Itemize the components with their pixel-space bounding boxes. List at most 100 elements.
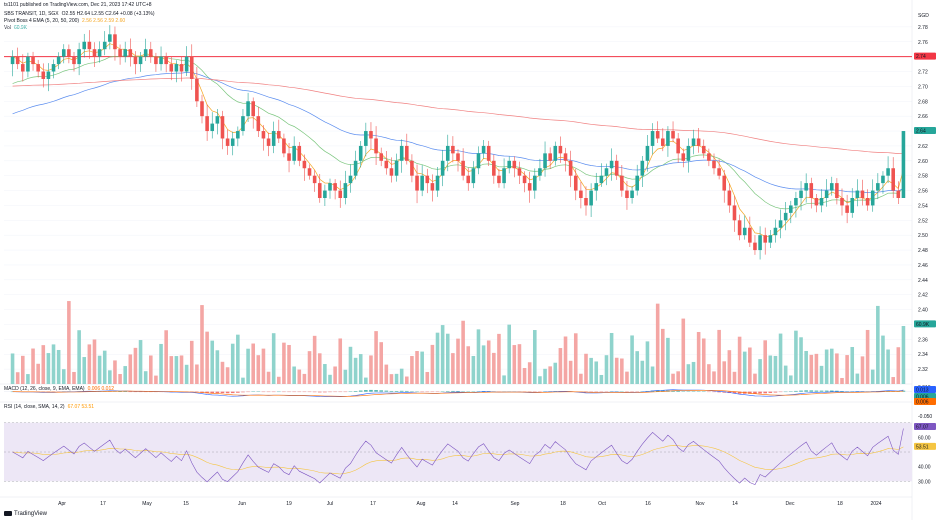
candle-body (594, 183, 599, 191)
volume-bar (850, 347, 855, 384)
volume-bars (10, 301, 906, 384)
candle-body (410, 160, 414, 176)
time-tick-label: 14 (452, 501, 458, 507)
candle-body (317, 183, 322, 198)
volume-bar (77, 330, 81, 384)
candle-body (712, 160, 716, 169)
volume-bar (143, 371, 148, 384)
volume-bar (840, 377, 844, 384)
volume-bar (886, 349, 890, 384)
volume-bar (486, 340, 491, 384)
volume-bar (307, 351, 312, 384)
candle-body (425, 175, 430, 184)
macd-histogram-bar (824, 390, 829, 392)
candle-body (271, 131, 276, 146)
volume-bar (174, 356, 179, 384)
candle-body (502, 168, 506, 184)
candle-body (118, 49, 122, 57)
candle-body (584, 198, 588, 206)
symbol-legend[interactable]: SBS TRANSIT, 1D, SGX O2.55 H2.64 L2.55 C2… (4, 11, 155, 18)
volume-bar (277, 376, 281, 384)
ema-legend[interactable]: Pivot Boss 4 EMA (5, 20, 50, 200) 2.56 2.… (4, 18, 125, 25)
volume-bar (645, 341, 650, 384)
candle-body (548, 153, 552, 161)
macd-histogram-bar (225, 391, 230, 394)
time-tick-label: 19 (286, 501, 292, 507)
price-tick-label: 2.60 (918, 159, 928, 165)
tradingview-logo[interactable]: TradingView (4, 510, 47, 517)
price-tick-label: 2.56 (918, 189, 928, 195)
rsi-sma-line (12, 445, 904, 475)
candle-body (722, 175, 727, 191)
volume-bar (584, 353, 588, 384)
price-tick-label: 2.34 (918, 352, 928, 358)
volume-bar (10, 353, 15, 384)
macd-histogram-bar (379, 390, 383, 392)
volume-bar (758, 359, 762, 384)
candle-body (840, 198, 844, 206)
candle-body (82, 41, 87, 50)
candle-body (476, 153, 481, 169)
candle-body (804, 183, 808, 191)
volume-bar (440, 325, 445, 384)
volume-bar (169, 356, 174, 384)
volume-bar (410, 356, 414, 384)
candles[interactable] (10, 25, 906, 260)
price-tick-label: 2.32 (918, 367, 928, 373)
rsi-legend[interactable]: RSI (14, close, SMA, 14, 2) 67.07 53.51 (4, 404, 94, 411)
macd-histogram-bar (210, 391, 215, 394)
rsi-name: RSI (14, close, SMA, 14, 2) (4, 404, 65, 410)
candle-body (824, 190, 829, 198)
volume-bar (36, 363, 40, 384)
volume-bar (865, 329, 870, 384)
volume-bar (676, 371, 680, 384)
volume-bar (512, 345, 517, 384)
candle-body (809, 183, 814, 198)
price-tick-label: 2.72 (918, 70, 928, 76)
candle-body (246, 101, 250, 117)
price-tick-label: 2.58 (918, 174, 928, 180)
candle-body (748, 227, 752, 243)
time-tick-label: 15 (183, 501, 189, 507)
candle-body (568, 160, 573, 176)
volume-bar (609, 332, 614, 384)
candle-body (696, 138, 701, 146)
volume-bar (15, 372, 20, 384)
candle-body (10, 56, 15, 65)
volume-bar (727, 350, 732, 384)
price-tick-label: 2.52 (918, 218, 928, 224)
time-tick-label: 2024 (870, 501, 881, 507)
candle-body (36, 64, 40, 72)
candle-body (292, 145, 296, 161)
volume-bar (87, 344, 92, 384)
candle-body (277, 131, 281, 139)
macd-legend[interactable]: MACD (12, 26, close, 9, EMA, EMA) 0.006 0… (4, 386, 114, 393)
candle-body (609, 160, 614, 169)
vol-legend[interactable]: Vol 60.9K (4, 25, 27, 32)
vol-name: Vol (4, 25, 11, 31)
macd-histogram-bar (773, 391, 778, 393)
macd-histogram-bar (451, 390, 455, 392)
candle-body (61, 49, 66, 57)
price-tick-label: 2.46 (918, 263, 928, 269)
candle-body (865, 198, 870, 206)
volume-bar (753, 373, 757, 384)
candle-body (507, 160, 511, 169)
candle-body (794, 198, 798, 206)
volume-bar (317, 353, 322, 384)
volume-bar (527, 362, 532, 384)
candle-body (758, 235, 762, 251)
time-axis[interactable]: Apr 17 May 15 Jun 19 Jul 17 Aug 14 Sep 18 Oct 16 Nov 14… (58, 501, 882, 507)
time-tick-label: Sep (511, 501, 520, 507)
candle-body (481, 145, 486, 154)
volume-bar (399, 368, 404, 384)
price-tick-label: 2.62 (918, 144, 928, 150)
rsi-value-tag-bg (914, 422, 936, 430)
price-axis[interactable]: SGD 2.78 2.76 2.74 2.72 2.70 2.68 2.66 2.64 2.62 2… (918, 13, 932, 485)
volume-bar (748, 347, 752, 384)
volume-bar (189, 340, 194, 384)
volume-bar (563, 336, 568, 384)
volume-bar (568, 360, 573, 384)
macd-histogram-bar (389, 390, 394, 392)
